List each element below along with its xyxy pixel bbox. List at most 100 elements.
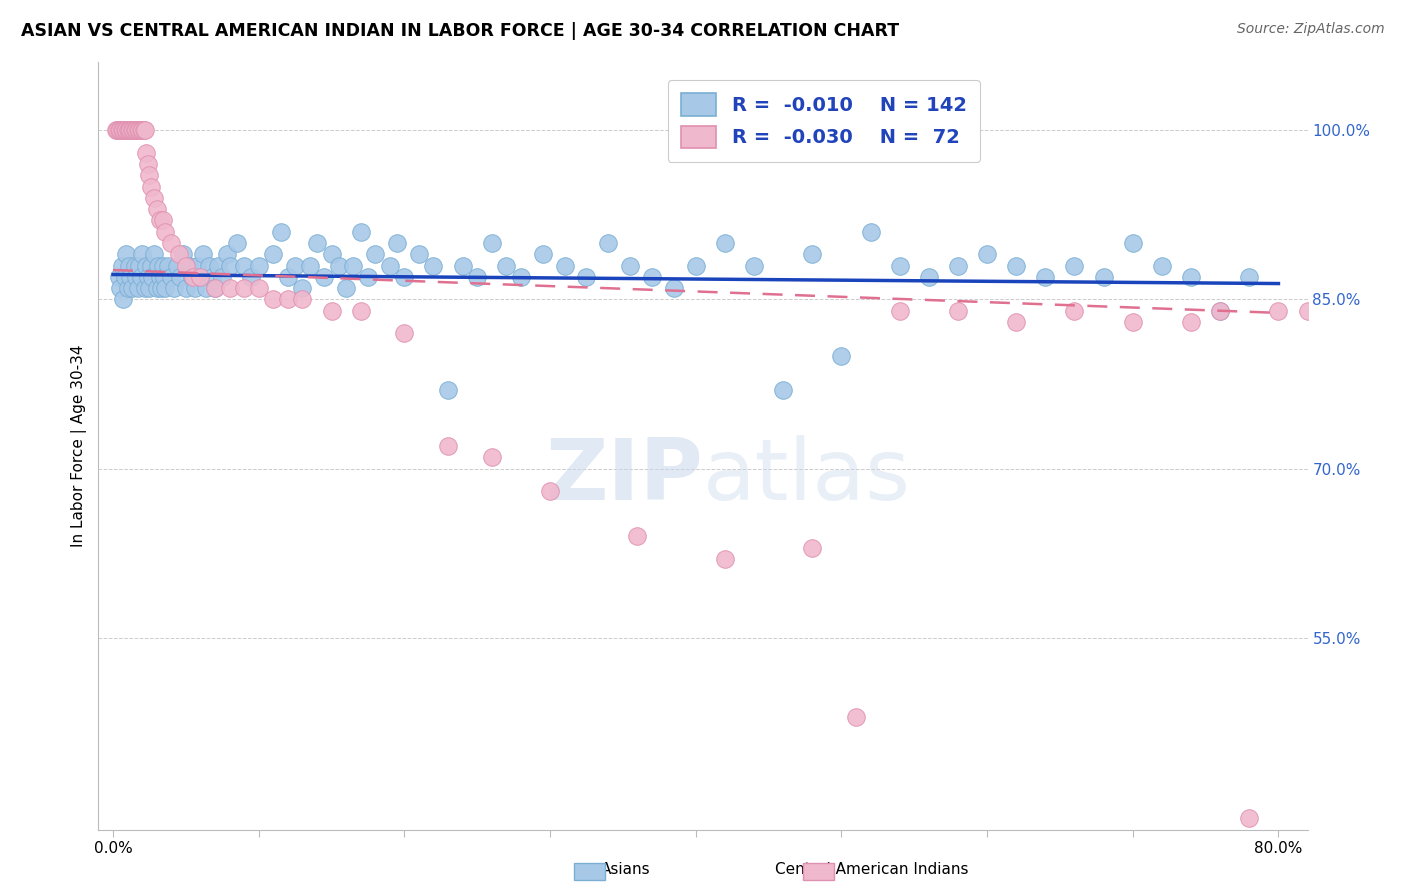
Point bbox=[152, 259, 174, 273]
Point bbox=[394, 269, 416, 284]
Point bbox=[218, 281, 240, 295]
Point bbox=[160, 235, 183, 250]
Point bbox=[128, 259, 150, 273]
Point bbox=[262, 293, 284, 307]
Point bbox=[127, 123, 149, 137]
Point bbox=[136, 157, 159, 171]
Point bbox=[135, 145, 157, 160]
Point bbox=[108, 123, 131, 137]
Point bbox=[1122, 315, 1144, 329]
Point bbox=[641, 269, 664, 284]
Point bbox=[385, 235, 408, 250]
Point bbox=[1239, 811, 1261, 825]
Point bbox=[772, 383, 794, 397]
Point bbox=[145, 202, 167, 216]
Point bbox=[1180, 269, 1202, 284]
Point bbox=[394, 326, 416, 341]
Point bbox=[437, 383, 460, 397]
Point bbox=[115, 247, 138, 261]
Point bbox=[193, 247, 215, 261]
Point bbox=[117, 123, 139, 137]
Point bbox=[247, 281, 270, 295]
Point bbox=[149, 269, 172, 284]
Point bbox=[481, 450, 503, 465]
Point bbox=[298, 259, 321, 273]
Point bbox=[138, 168, 160, 182]
Point bbox=[122, 123, 145, 137]
Point bbox=[174, 281, 197, 295]
Point bbox=[247, 259, 270, 273]
Point bbox=[889, 259, 911, 273]
Point bbox=[1384, 303, 1406, 318]
Point bbox=[1209, 303, 1232, 318]
Point bbox=[125, 123, 148, 137]
Point bbox=[110, 123, 132, 137]
Point bbox=[1033, 269, 1056, 284]
Point bbox=[240, 269, 263, 284]
Point bbox=[138, 281, 160, 295]
Point bbox=[104, 123, 127, 137]
Point bbox=[204, 281, 226, 295]
Point bbox=[207, 259, 229, 273]
Point bbox=[195, 281, 218, 295]
Point bbox=[918, 269, 941, 284]
Point bbox=[1005, 259, 1028, 273]
Point bbox=[163, 281, 186, 295]
Point bbox=[121, 123, 143, 137]
Point bbox=[662, 281, 685, 295]
Point bbox=[121, 281, 143, 295]
Point bbox=[801, 541, 824, 555]
Point bbox=[190, 269, 212, 284]
Point bbox=[481, 235, 503, 250]
Point bbox=[328, 259, 350, 273]
Point bbox=[111, 123, 134, 137]
Point bbox=[118, 259, 141, 273]
Point bbox=[233, 259, 256, 273]
Point bbox=[845, 710, 868, 724]
Point bbox=[110, 281, 132, 295]
Point bbox=[127, 281, 149, 295]
Point bbox=[114, 123, 136, 137]
Point bbox=[201, 269, 224, 284]
Point bbox=[509, 269, 531, 284]
Point bbox=[626, 529, 648, 543]
Point bbox=[291, 281, 314, 295]
Point bbox=[157, 259, 180, 273]
Point bbox=[830, 349, 852, 363]
Point bbox=[125, 269, 148, 284]
Legend: R =  -0.010    N = 142, R =  -0.030    N =  72: R = -0.010 N = 142, R = -0.030 N = 72 bbox=[668, 79, 980, 161]
Point bbox=[714, 551, 737, 566]
Point bbox=[277, 293, 299, 307]
Point bbox=[120, 123, 142, 137]
Point bbox=[152, 213, 174, 227]
Point bbox=[1326, 303, 1348, 318]
Point bbox=[131, 247, 153, 261]
Point bbox=[437, 439, 460, 453]
Point bbox=[155, 281, 177, 295]
Point bbox=[685, 259, 707, 273]
Point bbox=[305, 235, 328, 250]
Point bbox=[335, 281, 357, 295]
Point bbox=[198, 259, 221, 273]
Point bbox=[946, 259, 969, 273]
Point bbox=[1267, 303, 1289, 318]
Point bbox=[357, 269, 380, 284]
Point bbox=[135, 259, 157, 273]
Point bbox=[889, 303, 911, 318]
Point bbox=[408, 247, 430, 261]
Point bbox=[1180, 315, 1202, 329]
Point bbox=[117, 281, 139, 295]
Point bbox=[120, 269, 142, 284]
Point bbox=[1122, 235, 1144, 250]
Point bbox=[177, 259, 200, 273]
Point bbox=[129, 123, 152, 137]
Point bbox=[134, 281, 156, 295]
Point bbox=[181, 269, 204, 284]
Point bbox=[350, 303, 373, 318]
Point bbox=[190, 269, 212, 284]
Point bbox=[1005, 315, 1028, 329]
Point bbox=[131, 123, 153, 137]
Y-axis label: In Labor Force | Age 30-34: In Labor Force | Age 30-34 bbox=[72, 344, 87, 548]
Point bbox=[129, 269, 152, 284]
Point bbox=[1150, 259, 1173, 273]
